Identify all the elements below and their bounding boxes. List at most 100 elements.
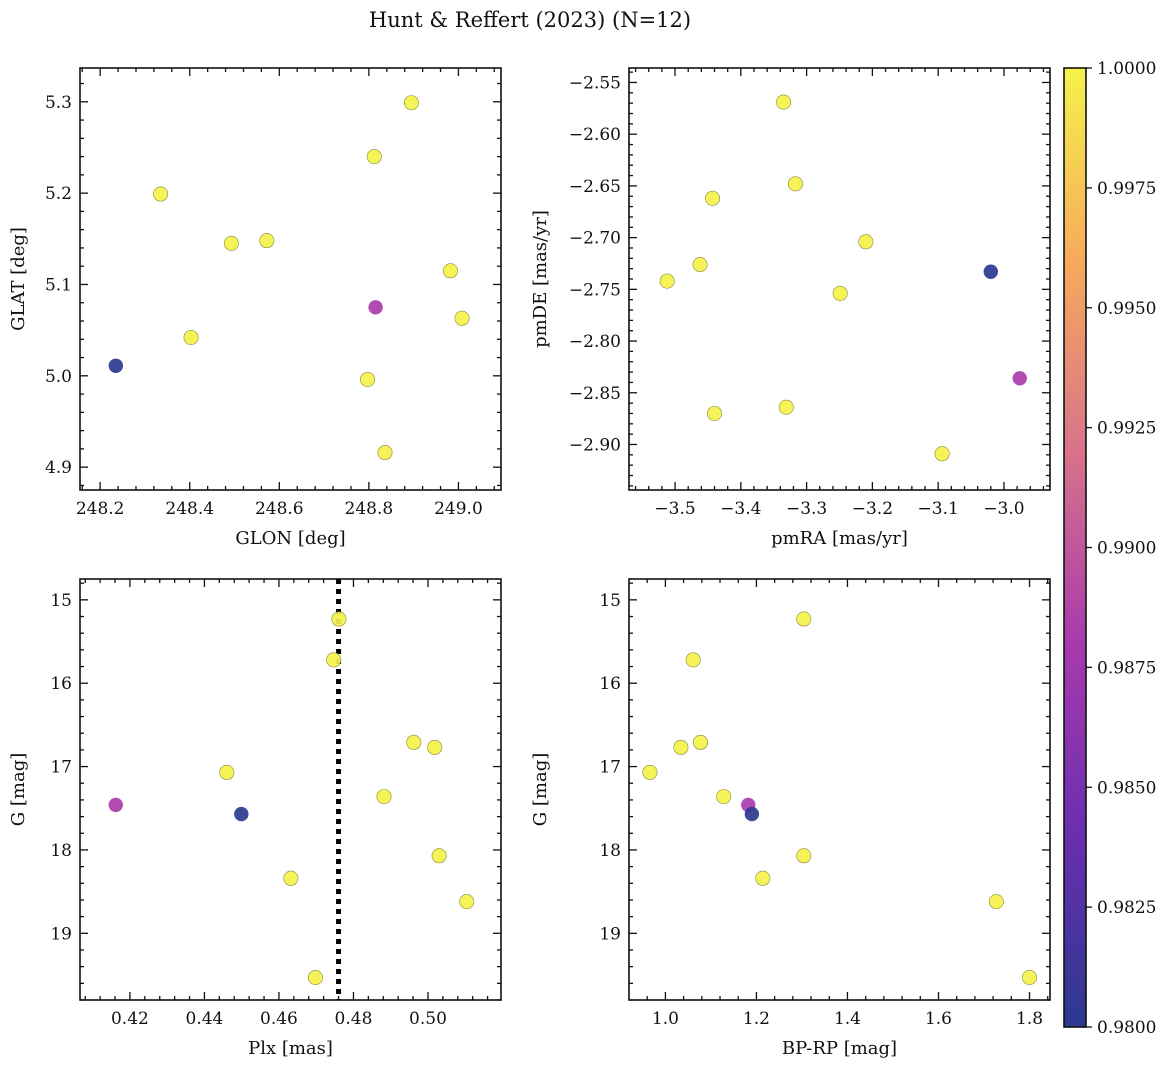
y-tick-label: 5.2	[45, 184, 72, 204]
scatter-point	[1012, 371, 1027, 386]
axes-frame	[79, 578, 502, 1001]
scatter-point	[360, 371, 376, 387]
x-tick-label: 0.50	[409, 1009, 447, 1029]
scatter-point	[307, 969, 323, 985]
x-tick-label: 248.6	[255, 499, 304, 519]
scatter-point	[223, 235, 239, 251]
x-tick-label: −3.0	[983, 499, 1024, 519]
x-axis-label: Plx [mas]	[248, 1038, 333, 1059]
y-tick-label: 16	[50, 674, 72, 694]
scatter-point	[983, 264, 998, 279]
x-tick-label: 0.48	[335, 1009, 373, 1029]
scatter-point	[326, 652, 342, 668]
y-tick-label: 19	[50, 924, 72, 944]
x-tick-label: 0.42	[111, 1009, 149, 1029]
axes-frame	[79, 67, 502, 491]
y-tick-label: −2.65	[569, 177, 621, 197]
panel-glon-glat: 248.2 248.4 248.6 248.8 249.0 4.9 5.0 5.1 5.2 5.3…	[8, 67, 502, 549]
y-tick-label: 17	[599, 758, 621, 778]
y-tick-label: 5.3	[45, 93, 72, 113]
y-tick-label: −2.75	[569, 280, 621, 300]
colorbar-tick-label: 0.9975	[1097, 179, 1156, 199]
scatter-point	[219, 764, 235, 780]
scatter-point	[283, 870, 299, 886]
scatter-point	[744, 806, 760, 822]
colorbar-tick-label: 0.9800	[1097, 1018, 1156, 1038]
scatter-point	[988, 894, 1004, 910]
x-tick-label: 1.2	[743, 1009, 770, 1029]
panel-pmra-pmde: −3.5 −3.4 −3.3 −3.2 −3.1 −3.0 −2.90 −2.85 −2.80 −…	[530, 67, 1051, 549]
x-tick-label: 0.46	[260, 1009, 298, 1029]
panel-bprp-g: 1.0 1.2 1.4 1.6 1.8 15 16 17 18 19 BP-RP [mag] G [m…	[530, 578, 1051, 1059]
panel-plx-g: 0.42 0.44 0.46 0.48 0.50 15 16 17 18 19 Plx [mas] G…	[8, 578, 502, 1059]
scatter-point	[776, 94, 792, 110]
panels: 248.2 248.4 248.6 248.8 249.0 4.9 5.0 5.1 5.2 5.3…	[8, 67, 1051, 1059]
y-axis-label: G [mag]	[8, 753, 29, 826]
scatter-point	[716, 789, 732, 805]
y-tick-label: 18	[599, 841, 621, 861]
y-axis-label: G [mag]	[530, 753, 551, 826]
scatter-point	[934, 446, 950, 462]
scatter-point	[692, 734, 708, 750]
scatter-point	[108, 358, 124, 373]
x-tick-label: −3.5	[654, 499, 695, 519]
x-tick-label: −3.3	[786, 499, 827, 519]
scatter-point	[366, 149, 382, 165]
colorbar-tick-label: 0.9900	[1097, 539, 1156, 559]
y-tick-label: 17	[50, 758, 72, 778]
scatter-point	[183, 329, 199, 345]
x-axis-label: GLON [deg]	[235, 528, 345, 549]
scatter-point	[705, 190, 721, 206]
y-tick-label: 5.1	[45, 275, 72, 295]
x-tick-label: −3.2	[852, 499, 893, 519]
colorbar-tick-label: 1.0000	[1097, 59, 1156, 79]
x-tick-label: −3.4	[720, 499, 761, 519]
scatter-point	[796, 848, 812, 864]
y-tick-label: −2.55	[569, 73, 621, 93]
scatter-point	[659, 273, 675, 289]
scatter-point	[707, 405, 723, 421]
scatter-point	[778, 399, 794, 415]
scatter-point	[692, 257, 708, 273]
y-tick-label: 15	[599, 591, 621, 611]
scatter-point	[153, 186, 169, 202]
scatter-point	[685, 652, 701, 668]
scatter-point	[376, 789, 392, 805]
x-tick-label: 0.44	[186, 1009, 224, 1029]
scatter-point	[442, 263, 458, 279]
y-tick-label: −2.60	[569, 125, 621, 145]
colorbar-tick-label: 0.9875	[1097, 658, 1156, 678]
scatter-point	[403, 95, 419, 111]
scatter-point	[673, 739, 689, 755]
colorbar-tick-label: 0.9950	[1097, 299, 1156, 319]
x-tick-label: 248.4	[165, 499, 214, 519]
y-tick-label: −2.90	[569, 435, 621, 455]
colorbar: 0.9800 0.9825 0.9850 0.9875 0.9900 0.9925 0.99…	[1063, 59, 1156, 1038]
scatter-point	[459, 894, 475, 910]
x-tick-label: 1.8	[1016, 1009, 1043, 1029]
y-tick-label: 4.9	[45, 458, 72, 478]
x-axis-label: pmRA [mas/yr]	[771, 528, 908, 549]
y-tick-label: 18	[50, 841, 72, 861]
axes-frame	[628, 67, 1051, 491]
y-tick-label: −2.80	[569, 332, 621, 352]
x-axis-label: BP-RP [mag]	[782, 1038, 897, 1059]
scatter-point	[406, 734, 422, 750]
y-tick-label: 5.0	[45, 367, 72, 387]
y-tick-label: −2.70	[569, 229, 621, 249]
scatter-point	[858, 234, 874, 250]
x-tick-label: 248.8	[345, 499, 394, 519]
y-axis-label: pmDE [mas/yr]	[530, 210, 551, 348]
scatter-point	[427, 739, 443, 755]
x-tick-label: 248.2	[76, 499, 125, 519]
scatter-point	[259, 233, 275, 249]
x-tick-label: 1.4	[834, 1009, 861, 1029]
scatter-point	[787, 176, 803, 192]
y-tick-label: 16	[599, 674, 621, 694]
scatter-point	[431, 848, 447, 864]
y-tick-label: 15	[50, 591, 72, 611]
y-tick-label: −2.85	[569, 384, 621, 404]
scatter-point	[108, 797, 123, 813]
x-tick-label: −3.1	[918, 499, 959, 519]
